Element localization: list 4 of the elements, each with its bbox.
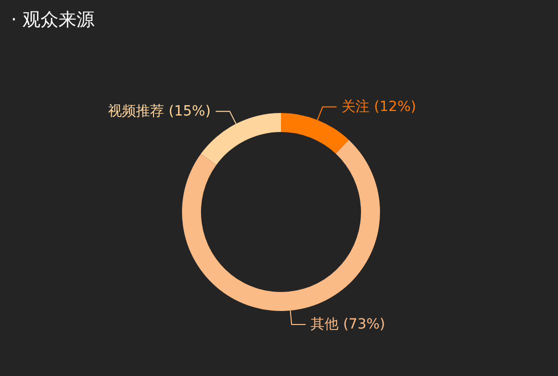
slice-label: 其他 (73%) <box>310 316 386 332</box>
chart-title: · 观众来源 <box>11 10 94 30</box>
slice-label: 关注 (12%) <box>342 98 416 115</box>
slice-label: 视频推荐 (15%) <box>108 103 211 120</box>
